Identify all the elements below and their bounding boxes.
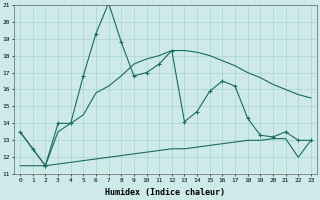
X-axis label: Humidex (Indice chaleur): Humidex (Indice chaleur)	[106, 188, 226, 197]
